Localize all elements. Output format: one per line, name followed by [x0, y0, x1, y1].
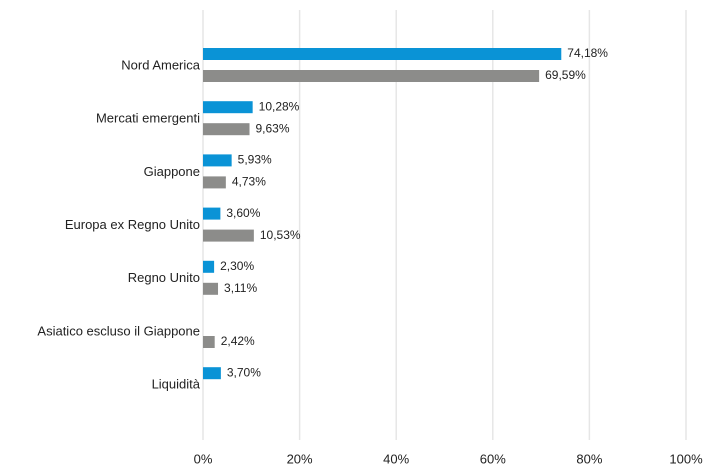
- value-label: 69,59%: [545, 68, 586, 82]
- value-label: 3,60%: [226, 206, 260, 220]
- bar: [203, 367, 221, 380]
- value-label: 10,53%: [260, 228, 301, 242]
- bar: [203, 101, 253, 114]
- x-tick-label: 20%: [287, 451, 313, 466]
- x-tick-label: 40%: [383, 451, 409, 466]
- x-tick-label: 100%: [669, 451, 703, 466]
- value-label: 2,30%: [220, 259, 254, 273]
- category-label: Nord America: [121, 57, 201, 72]
- value-label: 2,42%: [221, 334, 255, 348]
- category-label: Liquidità: [152, 377, 201, 392]
- category-label: Mercati emergenti: [96, 111, 200, 126]
- bar: [203, 70, 540, 82]
- value-label: 3,11%: [224, 281, 257, 295]
- bar: [203, 260, 215, 273]
- bar: [203, 207, 221, 220]
- category-label: Giappone: [144, 164, 200, 179]
- bar: [203, 176, 226, 189]
- bar: [203, 123, 250, 136]
- bar: [203, 48, 562, 60]
- value-label: 5,93%: [238, 153, 272, 167]
- bar: [203, 336, 215, 348]
- value-label: 74,18%: [567, 46, 608, 60]
- value-label: 9,63%: [256, 121, 290, 135]
- category-label: Regno Unito: [128, 270, 200, 285]
- bar: [203, 282, 219, 295]
- value-label: 10,28%: [259, 99, 300, 113]
- x-tick-label: 60%: [480, 451, 506, 466]
- value-label: 4,73%: [232, 175, 266, 189]
- bar: [203, 154, 232, 167]
- x-tick-label: 0%: [194, 451, 213, 466]
- value-label: 3,70%: [227, 365, 261, 379]
- x-tick-label: 80%: [576, 451, 602, 466]
- category-label: Asiatico escluso il Giappone: [37, 323, 200, 338]
- bar: [203, 229, 254, 242]
- category-label: Europa ex Regno Unito: [65, 217, 200, 232]
